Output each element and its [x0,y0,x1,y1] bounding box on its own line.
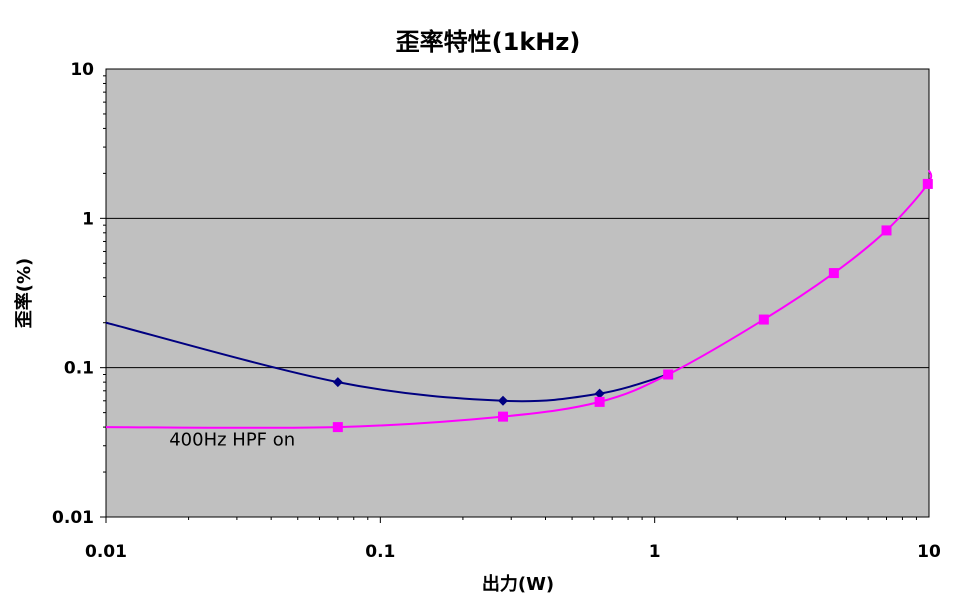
data-point [828,268,839,279]
series-2 [105,169,933,433]
annotation-label: 400Hz HPF on [169,430,295,451]
chart-title: 歪率特性(1kHz) [396,28,581,56]
x-tick-label: 0.01 [85,542,127,562]
data-point [922,178,933,189]
y-tick-label: 0.01 [52,508,94,528]
gridlines [106,217,929,369]
data-point [663,369,674,380]
x-tick-label: 1 [649,542,661,562]
y-tick-labels: 10 1 0.1 0.01 [52,60,94,528]
series-line [105,321,669,403]
data-point [594,388,605,399]
data-point [881,225,892,236]
y-axis-label: 歪率(%) [13,258,35,329]
data-point [332,422,343,433]
x-axis-label: 出力(W) [482,573,554,595]
series-1 [105,321,674,406]
minor-ticks [100,75,917,523]
x-tick-label: 0.1 [365,542,395,562]
series-layer [105,169,933,433]
y-tick-label: 10 [70,60,94,80]
y-tick-label: 0.1 [64,359,94,379]
x-tick-labels: 0.01 0.1 1 10 [85,542,941,562]
data-point [498,395,509,406]
data-point [498,411,509,422]
data-point [758,314,769,325]
x-tick-label: 10 [917,542,941,562]
annotations: 400Hz HPF on [169,430,295,451]
y-tick-label: 1 [82,209,94,229]
data-point [332,377,343,388]
data-point [594,396,605,407]
plot-area [105,68,930,518]
